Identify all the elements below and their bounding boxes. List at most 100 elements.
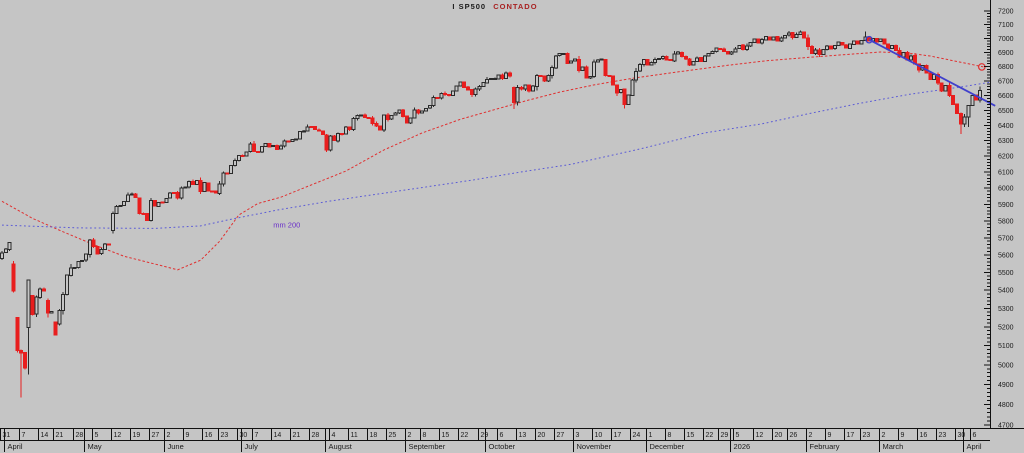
descending-trendline[interactable] (868, 38, 996, 107)
week-tick-label: 27 (557, 432, 565, 439)
week-tick-label: 16 (205, 432, 213, 439)
price-axis-label: 4900 (998, 382, 1014, 389)
month-label: July (245, 442, 259, 451)
month-label: June (168, 442, 184, 451)
price-axis-label: 5000 (998, 362, 1014, 369)
week-tick-label: 1 (649, 432, 653, 439)
price-axis: 7200 7100 7000 6900 6800 6700 6600 6500 6400 6300… (984, 0, 1014, 430)
price-axis-label: 6100 (998, 169, 1014, 176)
time-axis: 31 7 14 21 28 5 12 19 27 2 9 16 23 30 7 14 21 28 4 11 18 25 2 8… (0, 428, 1024, 452)
week-tick-label: 5 (736, 432, 740, 439)
month-label: April (8, 442, 23, 451)
week-tick-label: 31 (3, 432, 11, 439)
week-tick-label: 4 (332, 432, 336, 439)
month-label: October (489, 442, 516, 451)
chart-title-series-type: CONTADO (493, 2, 538, 11)
price-axis-label: 5300 (998, 306, 1014, 313)
week-tick-label: 17 (847, 432, 855, 439)
week-tick-label: 29 (481, 432, 489, 439)
price-axis-label: 6400 (998, 123, 1014, 130)
price-axis-label: 6900 (998, 50, 1014, 57)
week-tick-label: 27 (152, 432, 160, 439)
week-tick-label: 7 (22, 432, 26, 439)
week-tick-label: 28 (312, 432, 320, 439)
week-tick-label: 23 (939, 432, 947, 439)
week-tick-label: 15 (687, 432, 695, 439)
week-tick-label: 28 (76, 432, 84, 439)
week-tick-label: 8 (423, 432, 427, 439)
week-tick-label: 14 (41, 432, 49, 439)
week-tick-label: 18 (370, 432, 378, 439)
price-axis-label: 5100 (998, 343, 1014, 350)
ma-200-label: mm 200 (273, 221, 300, 230)
price-axis-label: 6000 (998, 186, 1014, 193)
price-axis-label: 5500 (998, 270, 1014, 277)
week-tick-label: 19 (133, 432, 141, 439)
week-tick-label: 14 (274, 432, 282, 439)
week-tick-label: 16 (920, 432, 928, 439)
week-tick-label: 23 (221, 432, 229, 439)
week-tick-label: 3 (576, 432, 580, 439)
price-axis-label: 5700 (998, 235, 1014, 242)
chart-title: I SP500 CONTADO (0, 2, 990, 11)
week-tick-label: 22 (461, 432, 469, 439)
week-tick-label: 2 (809, 432, 813, 439)
week-tick-label: 25 (389, 432, 397, 439)
price-axis-label: 4800 (998, 402, 1014, 409)
price-axis-label: 6200 (998, 154, 1014, 161)
week-tick-label: 21 (293, 432, 301, 439)
ma-200-blue-dotted (1, 81, 992, 229)
week-tick-label: 17 (614, 432, 622, 439)
week-tick-label: 20 (538, 432, 546, 439)
week-tick-label: 29 (721, 432, 729, 439)
week-tick-label: 12 (114, 432, 122, 439)
week-tick-label: 12 (756, 432, 764, 439)
month-label: 2026 (734, 442, 751, 451)
month-label: September (409, 442, 446, 451)
week-tick-label: 24 (633, 432, 641, 439)
price-axis-label: 7200 (998, 9, 1014, 16)
price-axis-label: 5400 (998, 288, 1014, 295)
price-axis-label: 5200 (998, 324, 1014, 331)
week-tick-label: 22 (706, 432, 714, 439)
month-label: February (810, 442, 840, 451)
week-tick-label: 2 (882, 432, 886, 439)
month-label: March (883, 442, 904, 451)
price-axis-label: 5600 (998, 252, 1014, 259)
price-axis-label: 7000 (998, 36, 1014, 43)
month-label: April (967, 442, 982, 451)
week-tick-label: 5 (95, 432, 99, 439)
ma-fast-red-dotted (1, 51, 984, 271)
month-label: August (329, 442, 353, 451)
week-tick-label: 11 (351, 432, 358, 439)
week-tick-label: 9 (828, 432, 832, 439)
week-tick-label: 8 (668, 432, 672, 439)
week-tick-label: 21 (56, 432, 64, 439)
month-label: December (650, 442, 685, 451)
week-tick-label: 15 (442, 432, 450, 439)
price-axis-label: 6300 (998, 138, 1014, 145)
price-axis-label: 6700 (998, 78, 1014, 85)
week-tick-label: 9 (186, 432, 190, 439)
week-tick-label: 2 (408, 432, 412, 439)
week-tick-label: 10 (595, 432, 603, 439)
week-tick-label: 13 (519, 432, 527, 439)
price-axis-label: 6800 (998, 64, 1014, 71)
marker-circle-0[interactable] (865, 35, 873, 44)
week-tick-label: 23 (863, 432, 871, 439)
month-label: November (577, 442, 612, 451)
week-tick-label: 2 (167, 432, 171, 439)
week-tick-label: 6 (500, 432, 504, 439)
week-tick-label: 20 (775, 432, 783, 439)
price-axis-label: 6500 (998, 108, 1014, 115)
price-axis-label: 5800 (998, 218, 1014, 225)
chart-title-instrument: I SP500 (452, 2, 487, 11)
price-axis-label: 4700 (998, 423, 1014, 430)
week-tick-label: 9 (901, 432, 905, 439)
week-tick-label: 6 (973, 432, 977, 439)
price-axis-label: 7100 (998, 22, 1014, 29)
price-axis-label: 6600 (998, 93, 1014, 100)
week-tick-label: 26 (790, 432, 798, 439)
